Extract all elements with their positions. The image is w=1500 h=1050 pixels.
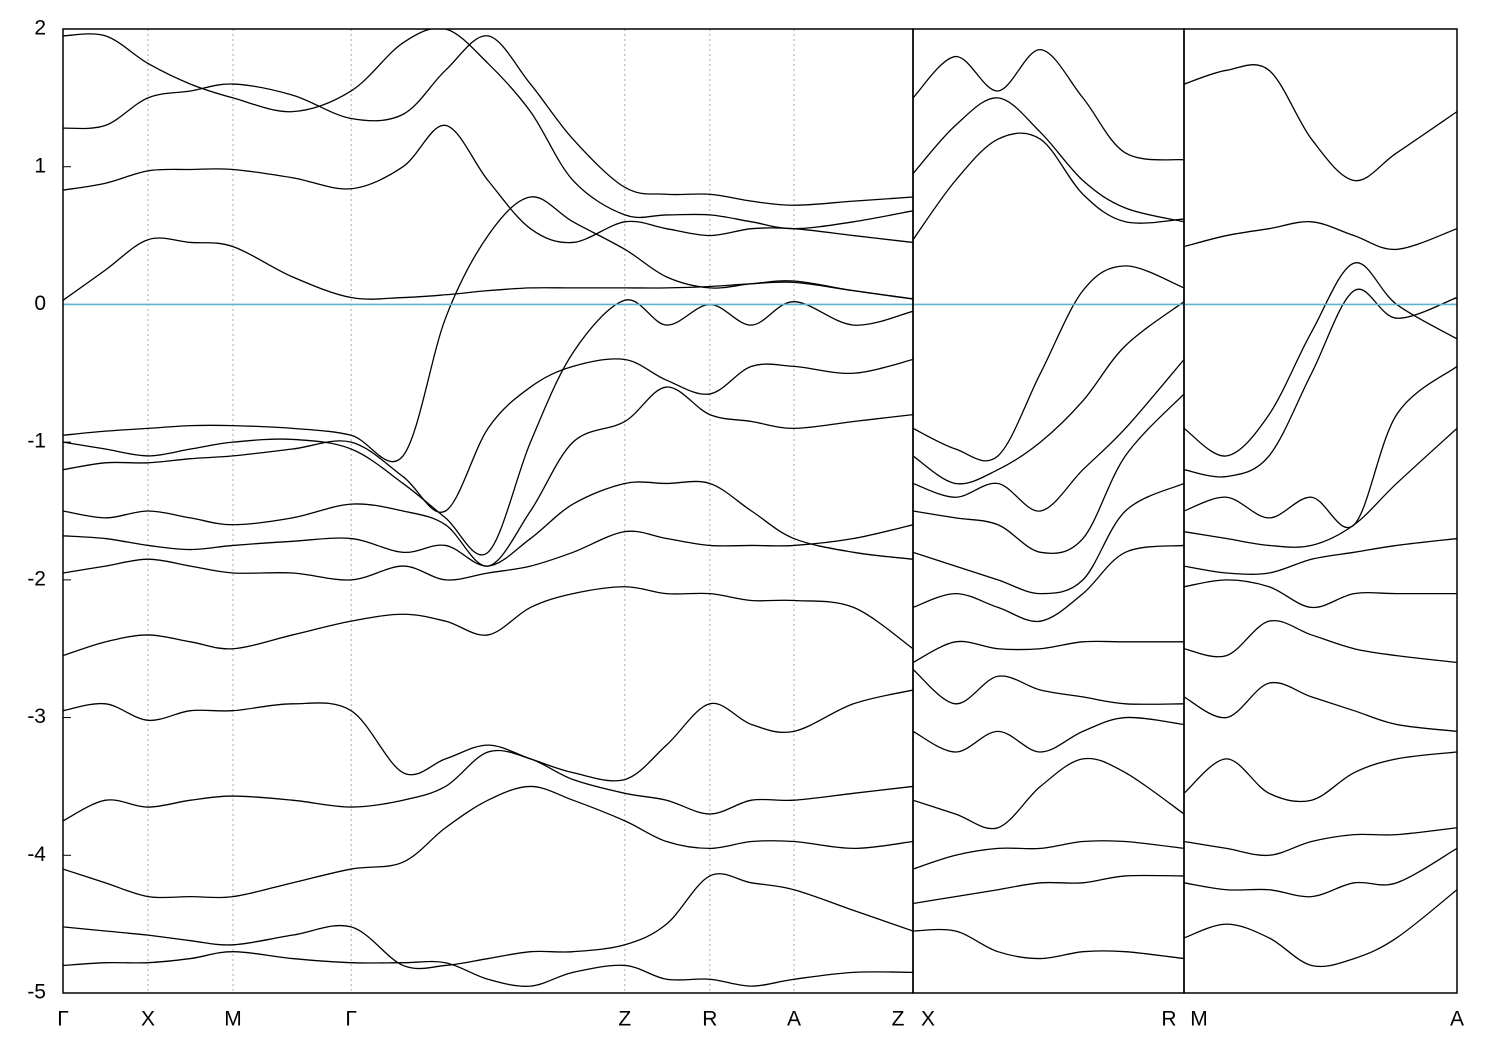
band-line (913, 301, 1184, 485)
y-tick-label: -2 (27, 567, 46, 590)
band-line (1184, 579, 1457, 609)
band-line (63, 951, 913, 987)
band-line (63, 586, 913, 657)
y-tick-label: -3 (27, 705, 46, 728)
band-line (63, 35, 913, 206)
x-tick-label: A (1450, 1008, 1464, 1031)
band-line (913, 359, 1184, 512)
band-line (913, 840, 1184, 870)
band-line (913, 757, 1184, 830)
x-tick-label: Γ (345, 1008, 357, 1031)
y-tick-label: -1 (27, 430, 46, 453)
band-line (1184, 221, 1457, 250)
x-tick-label: M (1190, 1008, 1208, 1031)
band-line (1184, 847, 1457, 898)
x-tick-label: Z (618, 1008, 631, 1031)
band-line (913, 928, 1184, 960)
band-line (1184, 681, 1457, 732)
band-line (913, 640, 1184, 664)
x-tick-label: M (224, 1008, 242, 1031)
x-tick-label: A (787, 1008, 801, 1031)
y-tick-label: 2 (34, 17, 46, 40)
x-tick-label: R (1161, 1008, 1176, 1031)
band-line (1184, 288, 1457, 478)
x-tick-label: X (921, 1008, 935, 1031)
band-line (63, 873, 913, 970)
band-line (913, 482, 1184, 595)
band-line (1184, 827, 1457, 857)
band-line (913, 544, 1184, 623)
band-line (1184, 365, 1457, 529)
band-line (913, 393, 1184, 555)
band-line (913, 874, 1184, 905)
band-line (1184, 537, 1457, 575)
band-line (913, 97, 1184, 223)
band-line (63, 749, 913, 822)
band-line (1184, 751, 1457, 803)
band-line (63, 785, 913, 899)
band-line (1184, 889, 1457, 968)
band-line (63, 196, 913, 463)
bands-group (1184, 64, 1457, 968)
band-line (1184, 619, 1457, 664)
band-line (913, 716, 1184, 753)
band-line (913, 265, 1184, 462)
band-line (913, 49, 1184, 161)
band-line (913, 132, 1184, 241)
band-line (63, 124, 913, 244)
x-tick-label: R (702, 1008, 717, 1031)
y-tick-label: -4 (27, 843, 46, 866)
band-line (913, 668, 1184, 705)
band-line (1184, 262, 1457, 457)
band-line (63, 29, 913, 230)
panel-frame (62, 28, 914, 994)
panel-frame (1183, 28, 1458, 994)
y-tick-label: 0 (34, 292, 46, 315)
band-line (63, 480, 913, 567)
panel-frame (912, 28, 1185, 994)
y-tick-label: 1 (34, 154, 46, 177)
bands-group (913, 49, 1184, 960)
band-line (1184, 64, 1457, 182)
band-line (63, 299, 913, 556)
x-tick-label: Z (892, 1008, 905, 1031)
bands-group (63, 29, 913, 987)
x-tick-label: Γ (57, 1008, 69, 1031)
band-line (63, 237, 913, 301)
band-line (63, 524, 913, 581)
y-tick-label: -5 (27, 981, 46, 1004)
band-line (1184, 427, 1457, 548)
band-line (63, 689, 913, 782)
band-line (63, 358, 913, 513)
band-line (63, 386, 913, 567)
x-tick-label: X (141, 1008, 155, 1031)
